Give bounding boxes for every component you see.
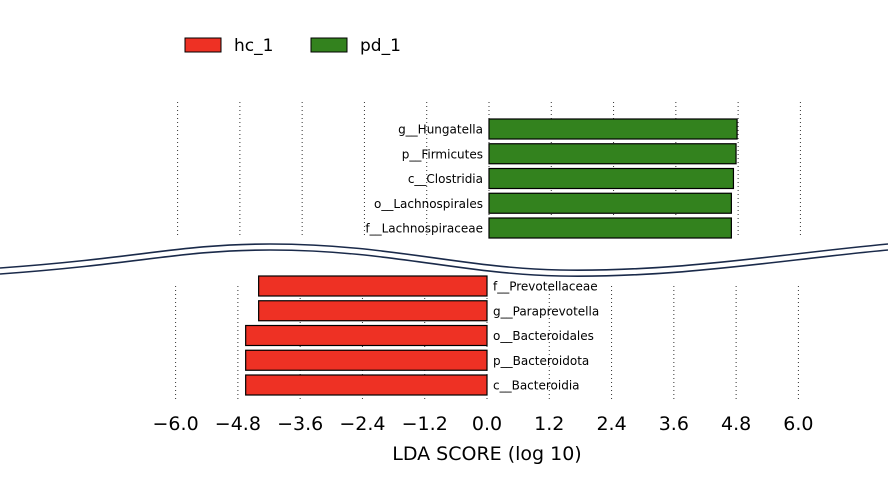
x-tick-label: −1.2 xyxy=(402,413,448,435)
bar-c-bacteroidia xyxy=(245,374,488,396)
bar-g-paraprevotella xyxy=(258,300,488,322)
bar-o-lachnospirales xyxy=(488,192,732,214)
bar-label: p__Bacteroidota xyxy=(493,354,589,368)
legend-swatch-pd-1 xyxy=(310,37,348,53)
x-tick-label: 3.6 xyxy=(659,413,689,435)
bar-label: c__Clostridia xyxy=(408,172,483,186)
x-tick-label: −4.8 xyxy=(215,413,261,435)
bottom-panel-bars: f__Prevotellaceae g__Paraprevotella o__Bac… xyxy=(245,275,599,396)
bar-f-prevotellaceae xyxy=(258,275,488,297)
x-tick-label: −6.0 xyxy=(153,413,199,435)
bar-label: c__Bacteroidia xyxy=(493,379,580,393)
bar-label: f__Prevotellaceae xyxy=(493,280,598,294)
bar-p-bacteroidota xyxy=(245,349,488,371)
x-tick-label: 6.0 xyxy=(783,413,813,435)
legend-label-hc-1: hc_1 xyxy=(234,36,273,56)
axis-break xyxy=(0,243,888,277)
x-tick-label: 1.2 xyxy=(534,413,564,435)
bar-label: g__Paraprevotella xyxy=(493,304,599,318)
bar-label: o__Lachnospirales xyxy=(374,197,483,211)
bar-g-hungatella xyxy=(488,118,738,140)
bar-label: g__Hungatella xyxy=(398,123,483,137)
bar-label: f__Lachnospiraceae xyxy=(365,222,483,236)
x-tick-label: −2.4 xyxy=(339,413,385,435)
bar-f-lachnospiraceae xyxy=(488,217,732,239)
x-tick-labels: −6.0 −4.8 −3.6 −2.4 −1.2 0.0 1.2 2.4 3.6 4.8 6.0 xyxy=(153,413,814,435)
bar-p-firmicutes xyxy=(488,143,737,165)
legend: hc_1 pd_1 xyxy=(184,36,401,56)
top-panel-bars: g__Hungatella p__Firmicutes c__Clostridiao… xyxy=(365,118,738,239)
legend-swatch-hc-1 xyxy=(184,37,222,53)
x-tick-label: 4.8 xyxy=(721,413,751,435)
x-tick-label: 0.0 xyxy=(472,413,502,435)
x-tick-label: 2.4 xyxy=(596,413,626,435)
legend-label-pd-1: pd_1 xyxy=(360,36,401,56)
bar-o-bacteroidales xyxy=(245,324,488,347)
x-tick-label: −3.6 xyxy=(277,413,323,435)
bar-label: p__Firmicutes xyxy=(402,147,483,161)
bar-c-clostridia xyxy=(488,167,735,190)
x-axis-title: LDA SCORE (log 10) xyxy=(392,443,581,465)
bar-label: o__Bacteroidales xyxy=(493,329,594,343)
